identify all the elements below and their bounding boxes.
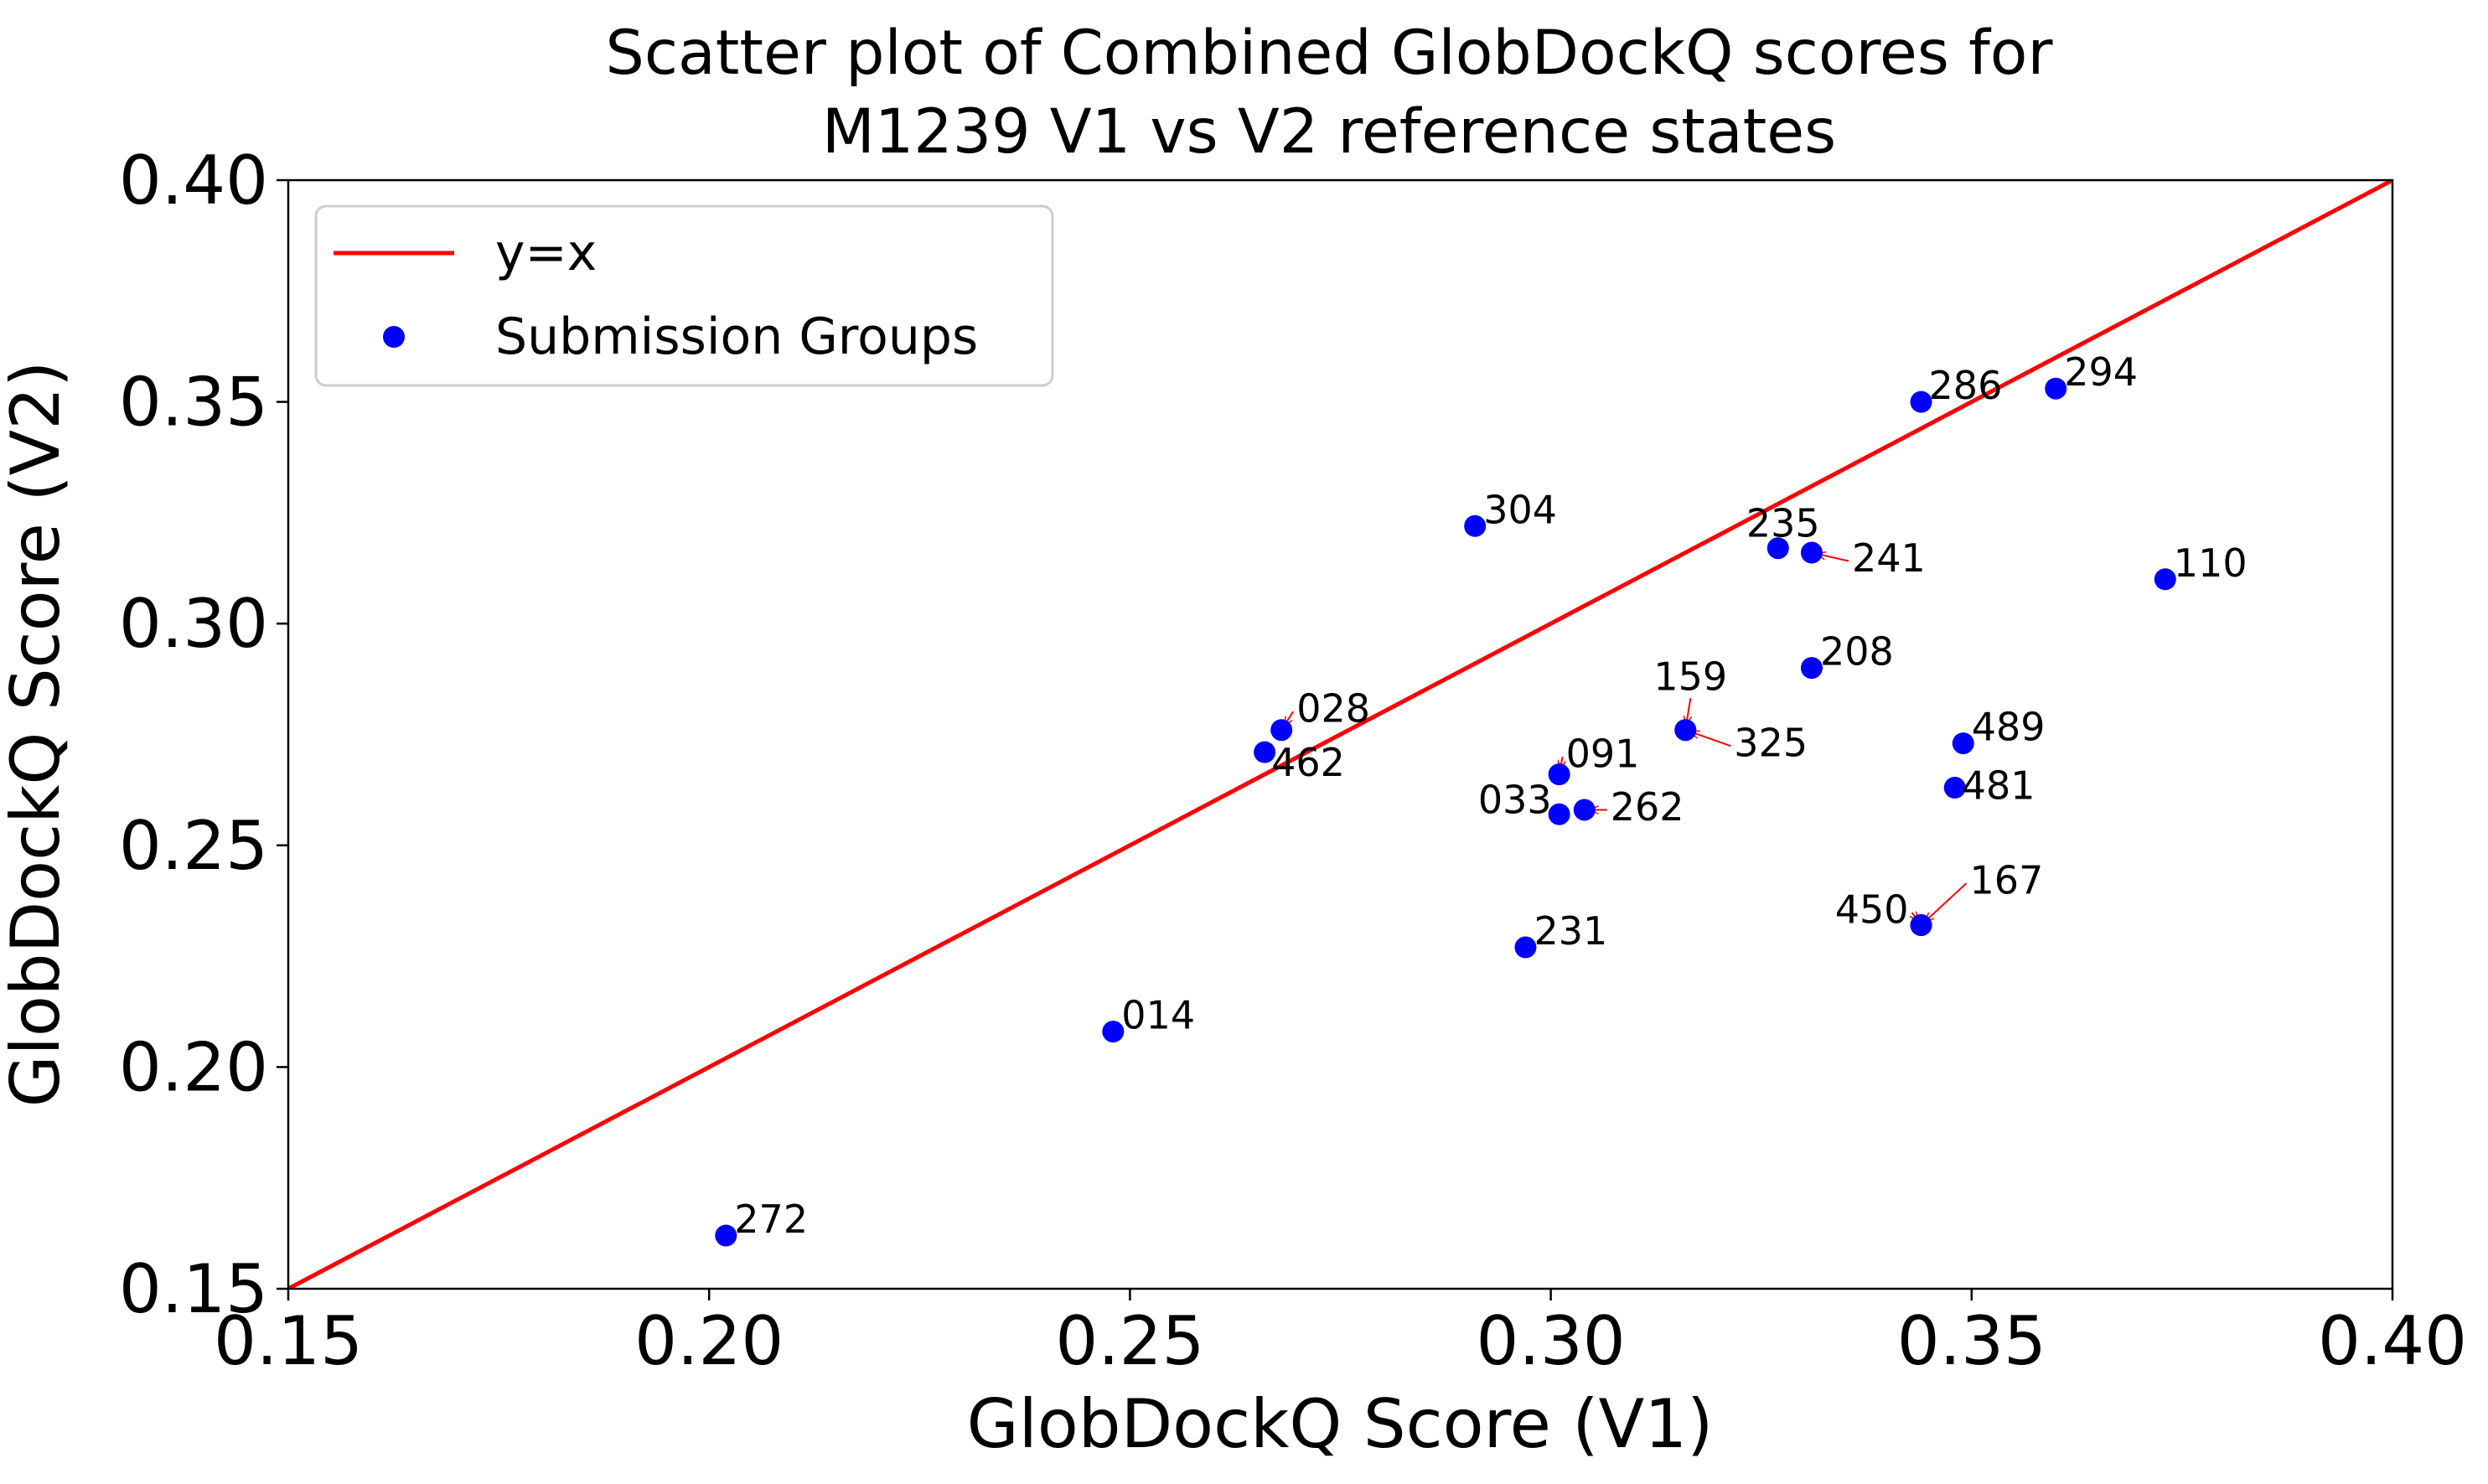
points-layer <box>715 377 2176 1247</box>
data-point-091 <box>1548 763 1570 786</box>
legend: y=x Submission Groups <box>314 204 1054 387</box>
point-label-481: 481 <box>1962 763 2035 809</box>
x-tick-label-0.30: 0.30 <box>1477 1302 1626 1380</box>
point-label-208: 208 <box>1820 629 1894 675</box>
data-point-028 <box>1270 719 1293 742</box>
data-point-167 <box>1910 914 1932 937</box>
x-tick-label-0.25: 0.25 <box>1055 1302 1204 1380</box>
point-label-272: 272 <box>734 1197 808 1242</box>
chart-title-line-2: M1239 V1 vs V2 reference states <box>822 96 1836 168</box>
point-label-286: 286 <box>1929 363 2003 408</box>
annotation-arrow-167 <box>1926 882 1968 921</box>
data-point-272 <box>715 1224 737 1247</box>
legend-label-reference: y=x <box>495 224 597 282</box>
point-label-091: 091 <box>1566 732 1640 777</box>
point-label-450: 450 <box>1835 887 1909 933</box>
y-tick-label-0.40: 0.40 <box>119 142 268 220</box>
data-point-235 <box>1766 537 1789 560</box>
annotation-arrows <box>1285 545 1968 921</box>
plot-clip-group <box>288 180 2392 1289</box>
point-label-033: 033 <box>1478 777 1552 822</box>
point-label-167: 167 <box>1970 858 2044 903</box>
point-label-489: 489 <box>1972 705 2046 750</box>
y-tick-label-0.35: 0.35 <box>119 364 268 442</box>
annotation-arrow-241 <box>1818 554 1849 562</box>
point-label-304: 304 <box>1483 487 1557 532</box>
y-tick-label-0.25: 0.25 <box>119 807 268 885</box>
legend-marker-swatch <box>383 326 405 348</box>
x-axis-label: GlobDockQ Score (V1) <box>967 1385 1714 1463</box>
point-label-014: 014 <box>1121 993 1195 1038</box>
point-label-462: 462 <box>1271 740 1345 785</box>
data-point-304 <box>1464 514 1487 537</box>
point-label-231: 231 <box>1534 908 1607 954</box>
x-axis: 0.15 0.20 0.25 0.30 0.35 0.40 <box>214 1289 2467 1380</box>
data-point-033 <box>1548 803 1570 825</box>
point-label-294: 294 <box>2064 349 2138 395</box>
y-axis-label: GlobDockQ Score (V2) <box>0 361 75 1108</box>
annotation-arrow-159 <box>1687 698 1691 723</box>
data-point-294 <box>2045 377 2067 400</box>
chart-title-line-1: Scatter plot of Combined GlobDockQ score… <box>606 18 2054 89</box>
data-point-462 <box>1254 741 1276 763</box>
x-tick-label-0.15: 0.15 <box>214 1302 363 1380</box>
data-point-231 <box>1514 936 1537 959</box>
x-tick-label-0.35: 0.35 <box>1897 1302 2046 1380</box>
data-point-489 <box>1952 732 1974 755</box>
point-label-262: 262 <box>1611 784 1684 830</box>
y-tick-label-0.30: 0.30 <box>119 585 268 663</box>
data-point-262 <box>1573 799 1596 821</box>
point-label-110: 110 <box>2174 540 2247 586</box>
annotation-arrow-325 <box>1692 732 1731 747</box>
legend-label-series: Submission Groups <box>495 308 978 366</box>
legend-box <box>314 204 1054 387</box>
x-tick-label-0.40: 0.40 <box>2318 1302 2467 1380</box>
x-tick-label-0.20: 0.20 <box>634 1302 784 1380</box>
point-label-241: 241 <box>1852 535 1926 581</box>
point-label-028: 028 <box>1296 686 1370 732</box>
point-label-159: 159 <box>1653 654 1727 700</box>
data-point-325 <box>1674 719 1697 742</box>
reference-line-y-equals-x <box>288 180 2392 1289</box>
data-point-241 <box>1800 541 1823 564</box>
plot-frame <box>287 178 2394 1290</box>
data-point-110 <box>2154 568 2176 591</box>
point-label-235: 235 <box>1746 501 1820 546</box>
y-tick-label-0.15: 0.15 <box>119 1250 268 1328</box>
data-point-014 <box>1102 1021 1125 1043</box>
y-axis: 0.15 0.20 0.25 0.30 0.35 0.40 <box>119 142 288 1328</box>
data-point-286 <box>1910 390 1932 413</box>
y-tick-label-0.20: 0.20 <box>119 1028 268 1106</box>
point-label-325: 325 <box>1734 721 1808 766</box>
data-point-481 <box>1943 777 1966 799</box>
data-point-208 <box>1800 657 1823 680</box>
